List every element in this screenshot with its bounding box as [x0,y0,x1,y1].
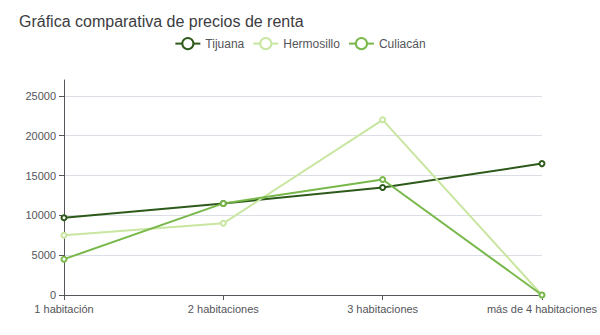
svg-text:2 habitaciones: 2 habitaciones [188,303,259,315]
svg-text:5000: 5000 [32,249,56,261]
svg-text:Hermosillo: Hermosillo [283,37,340,51]
svg-text:más de 4 habitaciones: más de 4 habitaciones [487,303,598,315]
svg-text:15000: 15000 [25,170,56,182]
svg-text:Tijuana: Tijuana [205,37,244,51]
svg-text:1 habitación: 1 habitación [34,303,93,315]
svg-text:3 habitaciones: 3 habitaciones [347,303,418,315]
svg-text:20000: 20000 [25,130,56,142]
svg-text:25000: 25000 [25,90,56,102]
svg-text:0: 0 [50,289,56,301]
svg-text:10000: 10000 [25,209,56,221]
svg-text:Culiacán: Culiacán [379,37,426,51]
svg-text:Gráfica comparativa de precios: Gráfica comparativa de precios de renta [19,13,304,30]
